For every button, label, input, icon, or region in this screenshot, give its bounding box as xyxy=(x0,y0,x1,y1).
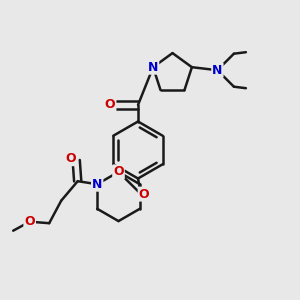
Text: O: O xyxy=(24,215,35,228)
Text: O: O xyxy=(113,165,124,178)
Text: O: O xyxy=(105,98,116,112)
Text: O: O xyxy=(65,152,76,165)
Text: N: N xyxy=(212,64,223,77)
Text: N: N xyxy=(148,61,158,74)
Text: N: N xyxy=(92,178,102,191)
Text: O: O xyxy=(139,188,149,201)
